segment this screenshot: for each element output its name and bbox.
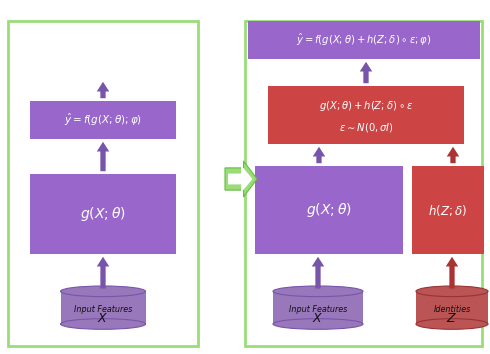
Bar	[268, 86, 464, 144]
Bar	[273, 291, 363, 324]
Text: $\hat{y} = f(g(X;\theta);\varphi)$: $\hat{y} = f(g(X;\theta);\varphi)$	[64, 112, 142, 128]
Text: $h(Z;\delta)$: $h(Z;\delta)$	[428, 202, 467, 217]
Bar	[60, 291, 146, 324]
Polygon shape	[228, 165, 252, 193]
Bar	[245, 21, 482, 346]
Ellipse shape	[273, 286, 363, 297]
Text: $g(X;\theta)$: $g(X;\theta)$	[80, 205, 126, 223]
Text: $X$: $X$	[98, 312, 109, 325]
Ellipse shape	[273, 319, 363, 329]
Text: $\hat{y}=f(g(X;\theta)+h(Z;\delta)\circ\varepsilon;\varphi)$: $\hat{y}=f(g(X;\theta)+h(Z;\delta)\circ\…	[296, 32, 432, 48]
Bar	[412, 166, 484, 254]
Bar	[30, 101, 176, 139]
Text: $Z$: $Z$	[446, 312, 458, 325]
Ellipse shape	[416, 319, 488, 329]
Text: $g(X;\theta)+h(Z;\delta)\circ\varepsilon$: $g(X;\theta)+h(Z;\delta)\circ\varepsilon…	[319, 99, 413, 113]
Bar	[8, 21, 198, 346]
Bar	[30, 174, 176, 254]
Ellipse shape	[416, 286, 488, 297]
Ellipse shape	[60, 286, 146, 297]
Text: $X$: $X$	[312, 312, 324, 325]
Text: Identities: Identities	[433, 305, 470, 314]
Bar	[416, 291, 488, 324]
Bar	[416, 291, 488, 324]
Polygon shape	[225, 161, 257, 197]
Text: Input Features: Input Features	[74, 305, 132, 314]
Text: Input Features: Input Features	[289, 305, 347, 314]
Bar	[273, 291, 363, 324]
Bar	[255, 166, 403, 254]
Text: $\varepsilon\sim N(0,\sigma I)$: $\varepsilon\sim N(0,\sigma I)$	[339, 121, 393, 134]
Bar	[60, 291, 146, 324]
Text: $g(X;\theta)$: $g(X;\theta)$	[306, 201, 352, 219]
Ellipse shape	[60, 319, 146, 329]
Bar	[248, 21, 480, 59]
